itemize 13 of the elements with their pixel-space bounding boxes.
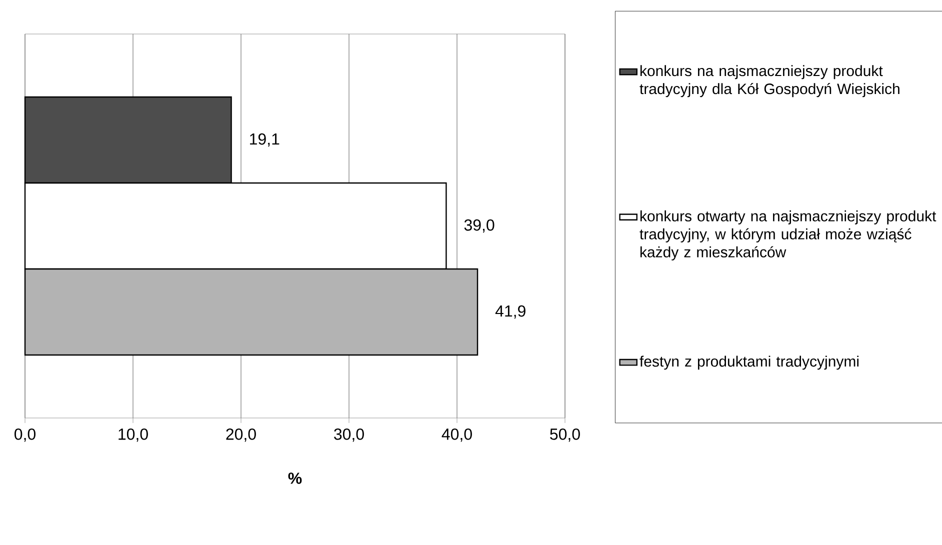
legend-label: konkurs na najsmaczniejszy produkt tradycyjny dla Kół Gospodyń Wiejskich — [640, 65, 900, 98]
x-tick-label: 40,0 — [442, 428, 472, 442]
data-label: 39,0 — [464, 219, 494, 233]
data-label: 41,9 — [495, 305, 526, 319]
x-tick-label: 0,0 — [14, 428, 36, 442]
data-label: 19,1 — [250, 133, 280, 147]
x-tick-label: 50,0 — [550, 428, 580, 442]
x-tick-label: 20,0 — [226, 428, 256, 442]
x-axis-title: % — [288, 472, 302, 484]
legend-label: festyn z produktami tradycyjnymi — [640, 356, 858, 370]
x-tick-label: 10,0 — [118, 428, 148, 442]
legend-label: konkurs otwarty na najsmaczniejszy produkt tradycyjny, w którym udział może wziąść każdy z mieszkańców — [640, 210, 936, 260]
x-tick-label: 30,0 — [334, 428, 364, 442]
